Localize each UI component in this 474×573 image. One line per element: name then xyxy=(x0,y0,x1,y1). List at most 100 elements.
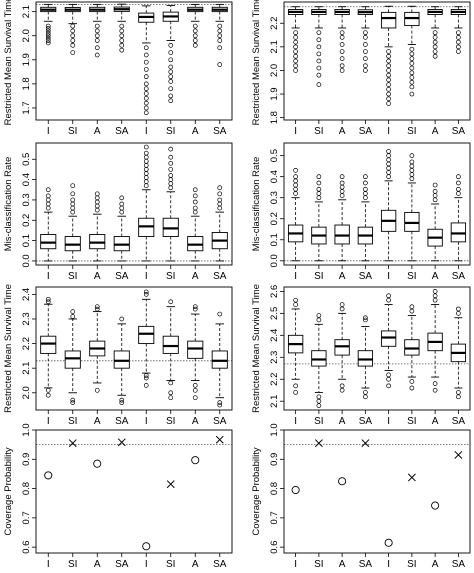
outlier-point xyxy=(119,28,125,34)
plot-frame xyxy=(35,286,233,411)
outlier-point xyxy=(339,193,345,198)
outlier-point xyxy=(432,39,438,45)
outlier-point xyxy=(45,26,51,31)
y-tick-label: 0.7 xyxy=(21,511,32,524)
outlier-point xyxy=(432,44,438,50)
outlier-point xyxy=(293,53,298,59)
outlier-point xyxy=(316,37,322,43)
point-cross-2 xyxy=(68,439,77,448)
outlier-point xyxy=(339,42,345,47)
outlier-point xyxy=(316,191,322,196)
point-circle-5 xyxy=(384,538,393,547)
plot-frame xyxy=(35,1,233,121)
outlier-point xyxy=(168,181,174,187)
y-tick-label: 2.3 xyxy=(21,312,32,325)
outlier-point xyxy=(45,205,51,211)
outlier-point xyxy=(70,50,76,55)
outlier-point xyxy=(70,183,76,189)
outlier-point xyxy=(339,306,345,312)
y-tick-label: 2.4 xyxy=(21,288,32,301)
outlier-point xyxy=(293,58,298,64)
outlier-point xyxy=(168,79,174,84)
outlier-point xyxy=(143,105,149,111)
outlier-point xyxy=(70,400,76,405)
point-cross-8 xyxy=(215,435,224,444)
y-tick-label: 0.5 xyxy=(269,149,280,162)
outlier-point xyxy=(409,56,415,61)
outlier-point xyxy=(386,297,391,303)
y-tick-label: 2.1 xyxy=(269,40,280,53)
outlier-point xyxy=(409,46,415,52)
x-tick-label: SI xyxy=(314,416,323,427)
box-a-3 xyxy=(334,302,350,393)
outlier-point xyxy=(217,45,223,51)
outlier-point xyxy=(456,39,461,45)
outlier-point xyxy=(168,86,174,92)
y-tick-label: 2.2 xyxy=(21,337,32,350)
outlier-point xyxy=(143,100,149,106)
box-sa-4 xyxy=(357,6,374,73)
y-tick-label: 0.6 xyxy=(21,541,32,554)
y-axis-label: Coverage Probability xyxy=(3,447,14,535)
outlier-point xyxy=(456,394,461,400)
box-a-3 xyxy=(89,304,106,393)
outlier-point xyxy=(168,167,174,172)
cross-stroke xyxy=(361,439,370,448)
y-tick-label: 1.0 xyxy=(21,423,32,436)
outlier-point xyxy=(339,387,345,393)
x-tick-label: SI xyxy=(407,416,416,427)
box-a-3 xyxy=(89,3,106,58)
outlier-point xyxy=(409,61,415,66)
outlier-point xyxy=(386,383,391,389)
outlier-point xyxy=(143,183,149,189)
outlier-point xyxy=(409,65,415,71)
outlier-point xyxy=(363,68,368,73)
x-tick-label: A xyxy=(94,416,101,427)
x-tick-label: A xyxy=(192,416,199,427)
cross-stroke xyxy=(166,480,175,489)
outlier-point xyxy=(70,201,76,207)
y-tick-label: 2.1 xyxy=(21,5,32,18)
outlier-point xyxy=(70,205,76,211)
outlier-point xyxy=(217,28,223,34)
outlier-point xyxy=(409,379,415,384)
outlier-point xyxy=(192,199,198,205)
outlier-point xyxy=(363,63,368,69)
point-circle-1 xyxy=(44,471,53,480)
outlier-point xyxy=(94,304,100,310)
outlier-point xyxy=(386,165,391,171)
outlier-point xyxy=(409,172,415,177)
outlier-point xyxy=(432,381,438,386)
plot-frame xyxy=(283,142,471,266)
point-cross-4 xyxy=(117,438,126,447)
outlier-point xyxy=(217,62,223,67)
box-a-3 xyxy=(89,191,106,262)
outlier-point xyxy=(143,375,149,381)
plot-frame xyxy=(35,142,233,266)
y-tick-label: 0.5 xyxy=(21,153,32,166)
outlier-point xyxy=(409,163,415,169)
x-tick-label: SA xyxy=(452,126,466,137)
x-tick-label: I xyxy=(47,271,50,282)
outlier-point xyxy=(192,205,198,211)
outlier-point xyxy=(386,68,391,73)
outlier-point xyxy=(70,28,76,34)
x-tick-label: A xyxy=(432,126,439,137)
outlier-point xyxy=(94,52,100,58)
outlier-point xyxy=(339,35,345,40)
outlier-point xyxy=(94,28,100,34)
outlier-point xyxy=(432,49,438,54)
outlier-point xyxy=(94,199,100,205)
x-tick-label: A xyxy=(339,559,346,570)
x-tick-label: SA xyxy=(452,559,466,570)
x-tick-label: SA xyxy=(213,126,227,137)
outlier-point xyxy=(94,203,100,209)
y-tick-label: 0.0 xyxy=(269,254,280,267)
outlier-point xyxy=(192,23,198,29)
outlier-point xyxy=(217,23,223,29)
x-tick-label: SI xyxy=(166,126,175,137)
chart-panel-6: 2.1 2.2 2.3 2.4 2.5 2.6 I SI A SA I SI A SA Restricted… xyxy=(251,284,471,427)
chart-panel-5: 2.0 2.1 2.2 2.3 2.4 I SI A SA I SI A SA Restricted Me… xyxy=(3,284,233,427)
outlier-point xyxy=(119,42,125,48)
x-tick-label: SI xyxy=(407,126,416,137)
